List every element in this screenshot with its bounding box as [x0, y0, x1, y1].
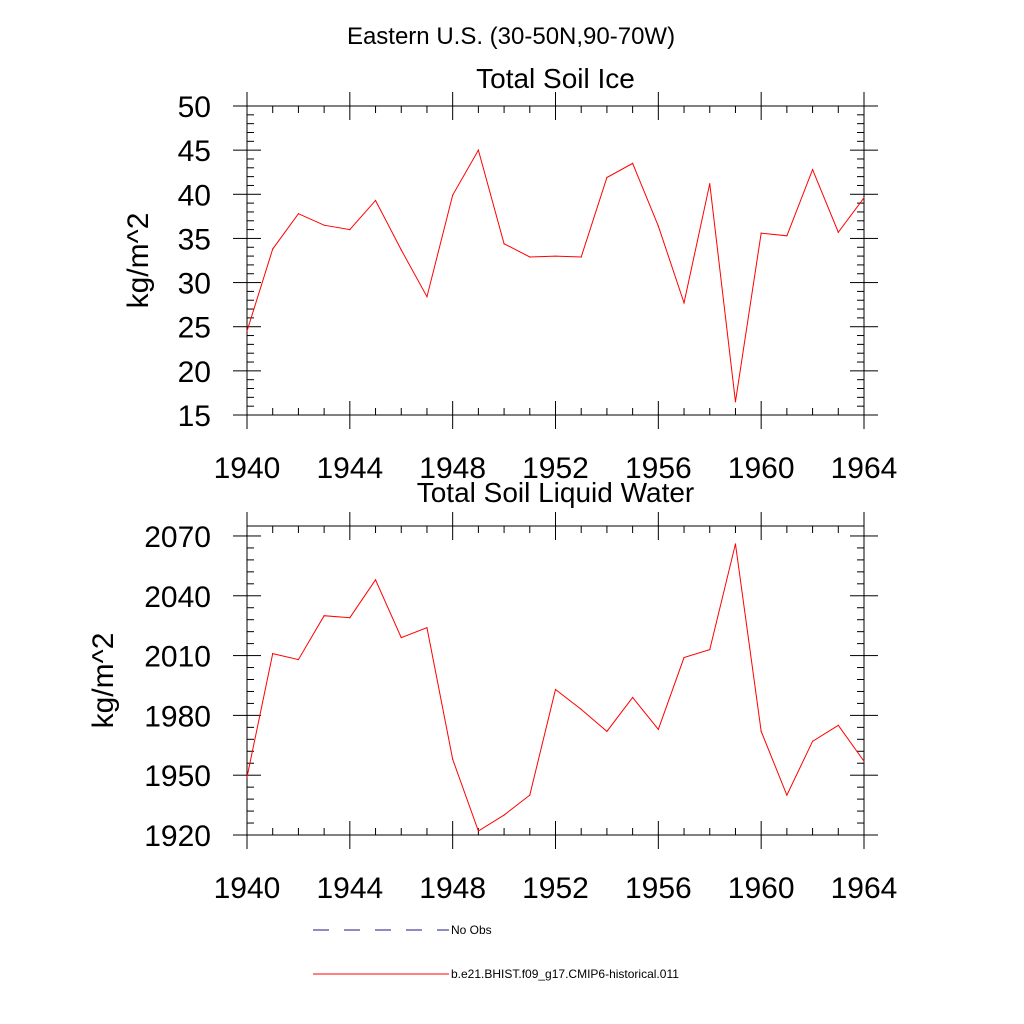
- data-point: [529, 794, 531, 796]
- plot-frame: [246, 105, 865, 416]
- data-point: [863, 760, 865, 762]
- data-point: [400, 637, 402, 639]
- data-point: [503, 814, 505, 816]
- x-tick-label: 1948: [419, 872, 486, 905]
- data-point: [709, 649, 711, 651]
- x-tick-label: 1964: [831, 452, 898, 485]
- data-point: [349, 617, 351, 619]
- x-tick-label: 1940: [214, 872, 281, 905]
- data-point: [786, 235, 788, 237]
- data-point: [349, 229, 351, 231]
- data-point: [786, 794, 788, 796]
- y-axis-label: kg/m^2: [122, 213, 155, 309]
- y-tick-label: 40: [178, 179, 211, 212]
- series-line: [246, 543, 865, 832]
- y-tick-label: 1980: [144, 700, 211, 733]
- data-point: [297, 658, 300, 661]
- data-point: [683, 302, 685, 304]
- data-point: [554, 688, 557, 691]
- data-point: [837, 231, 839, 233]
- data-point: [709, 183, 711, 185]
- chart-panel-soil-liquid-water: Total Soil Liquid Water kg/m^2 1940 1944 194…: [87, 477, 897, 905]
- x-tick-label: 1944: [316, 872, 383, 905]
- data-point: [400, 249, 402, 251]
- y-tick-label: 35: [178, 223, 211, 256]
- data-point: [272, 248, 274, 250]
- x-tick-label: 1964: [831, 872, 898, 905]
- data-point: [760, 730, 762, 732]
- legend-no-obs-label: No Obs: [451, 923, 492, 937]
- data-point: [452, 194, 454, 196]
- y-tick-label: 20: [178, 356, 211, 389]
- data-point: [606, 730, 608, 732]
- data-point: [426, 296, 428, 298]
- y-tick-label: 2010: [144, 641, 211, 674]
- data-point: [246, 776, 248, 778]
- y-tick-label: 30: [178, 268, 211, 301]
- data-point: [323, 224, 325, 226]
- y-axis-label: kg/m^2: [87, 633, 120, 729]
- data-point: [606, 176, 608, 179]
- y-tick-label: 15: [178, 400, 211, 433]
- x-tick-label: 1956: [625, 872, 692, 905]
- data-point: [580, 708, 582, 711]
- data-point: [863, 197, 865, 199]
- data-point: [246, 330, 248, 332]
- data-point: [374, 579, 377, 581]
- plot-frame: [246, 525, 865, 836]
- data-point: [374, 199, 377, 202]
- x-tick-label: 1952: [522, 872, 589, 905]
- data-point: [734, 401, 737, 403]
- data-point: [452, 758, 454, 760]
- x-tick-label: 1948: [419, 452, 486, 485]
- data-point: [580, 256, 582, 258]
- x-tick-label: 1944: [316, 452, 383, 485]
- data-point: [554, 255, 557, 257]
- data-point: [657, 225, 659, 227]
- data-point: [503, 243, 505, 245]
- data-point: [632, 696, 634, 699]
- y-tick-label: 2070: [144, 521, 211, 554]
- y-tick-label: 25: [178, 312, 211, 345]
- data-point: [477, 149, 479, 151]
- data-point: [529, 256, 531, 258]
- data-point: [323, 615, 325, 617]
- y-tick-label: 45: [178, 135, 211, 168]
- data-point: [683, 656, 685, 659]
- data-point: [760, 232, 762, 234]
- chart-title: Total Soil Ice: [476, 63, 635, 94]
- chart-panel-soil-ice: Total Soil Ice kg/m^2 1940 1944 1948 1952 1956…: [122, 63, 897, 485]
- series-line: [246, 148, 865, 402]
- data-point: [837, 724, 839, 726]
- x-tick-label: 1960: [728, 452, 795, 485]
- legend-model-label: b.e21.BHIST.f09_g17.CMIP6-historical.011: [451, 967, 679, 981]
- data-point: [477, 830, 479, 832]
- data-point: [811, 168, 814, 171]
- data-point: [426, 627, 428, 629]
- data-point: [811, 740, 814, 742]
- data-point: [657, 728, 659, 730]
- y-tick-label: 50: [178, 91, 211, 124]
- data-point: [632, 162, 634, 164]
- data-point: [734, 543, 737, 545]
- y-tick-label: 1950: [144, 760, 211, 793]
- figure-title: Eastern U.S. (30-50N,90-70W): [347, 23, 675, 50]
- x-tick-label: 1952: [522, 452, 589, 485]
- y-tick-label: 1920: [144, 820, 211, 853]
- legend: No Obs b.e21.BHIST.f09_g17.CMIP6-histori…: [313, 923, 679, 981]
- x-tick-label: 1960: [728, 872, 795, 905]
- data-point: [297, 213, 300, 215]
- chart-title: Total Soil Liquid Water: [417, 477, 695, 508]
- x-tick-label: 1940: [214, 452, 281, 485]
- y-tick-label: 2040: [144, 581, 211, 614]
- data-point: [272, 652, 274, 655]
- x-tick-label: 1956: [625, 452, 692, 485]
